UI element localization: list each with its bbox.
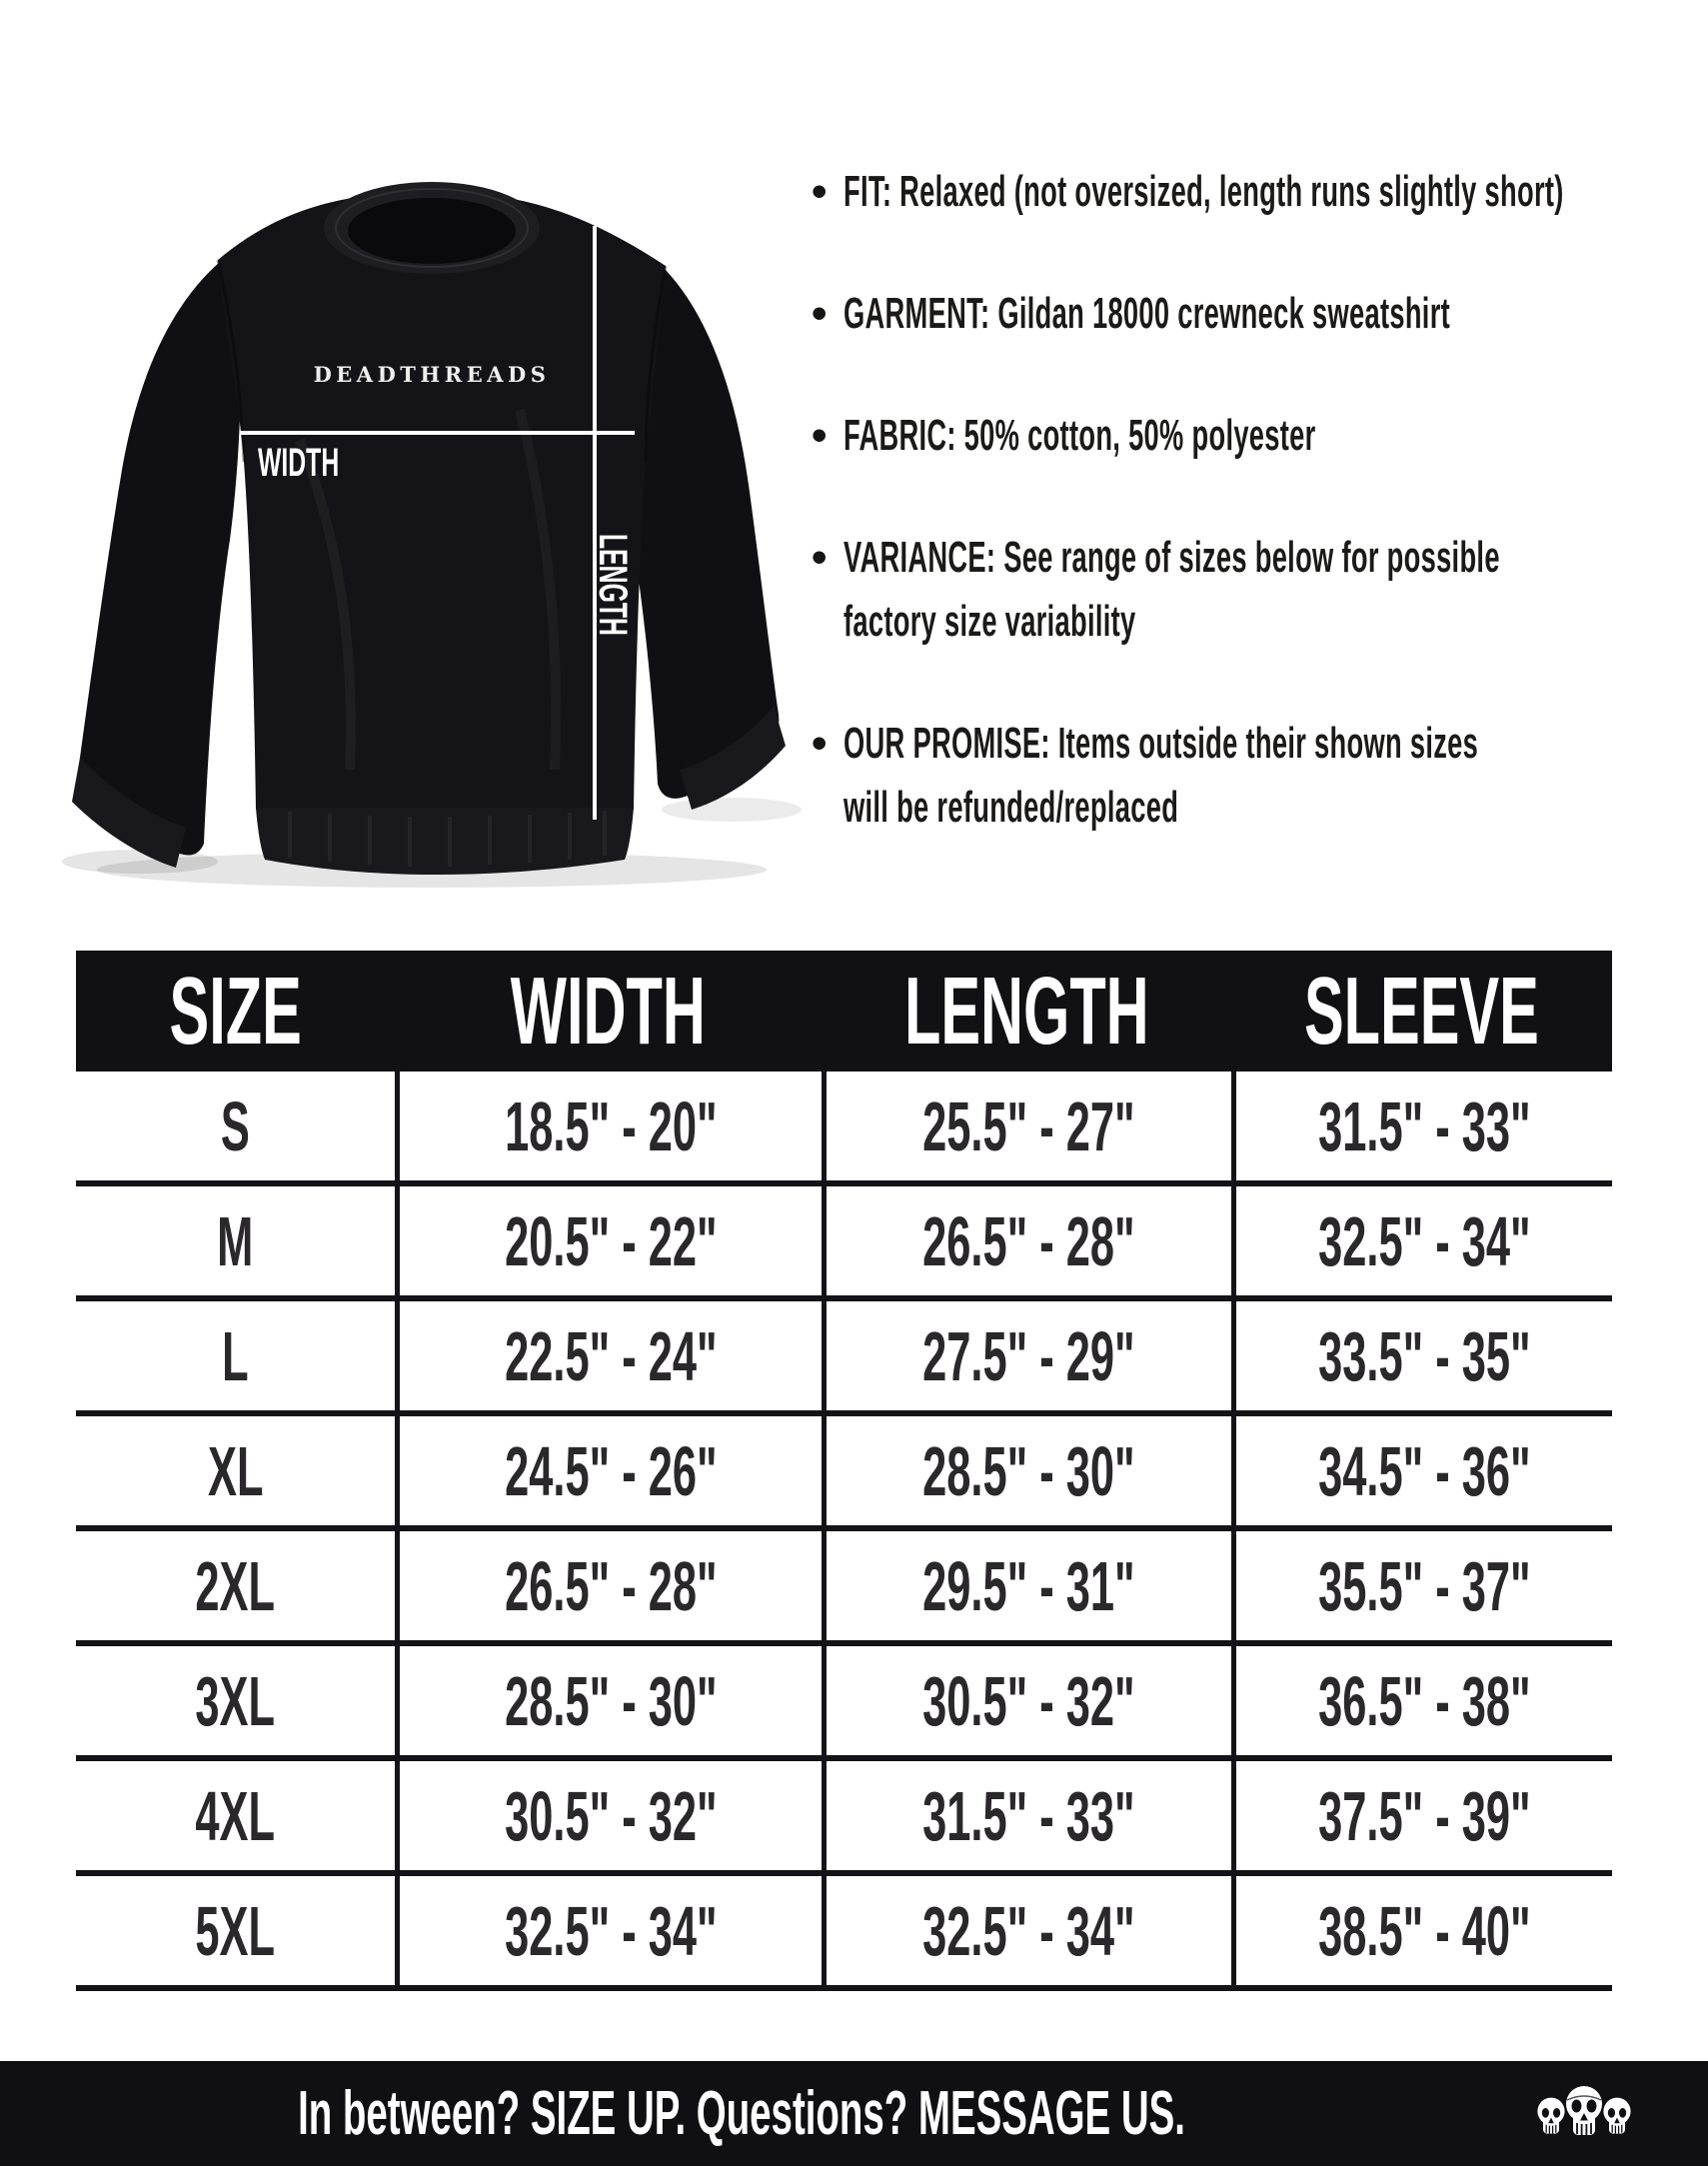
bullet-dot: •	[812, 533, 828, 582]
table-row-m: M 20.5" - 22" 26.5" - 28" 32.5" - 34"	[76, 1186, 1612, 1301]
fold-line	[295, 438, 356, 771]
cell-sleeve: 33.5" - 35"	[1231, 1301, 1612, 1410]
cell-length: 26.5" - 28"	[822, 1186, 1231, 1295]
bullet-variance-line1: VARIANCE: See range of sizes below for p…	[844, 533, 1500, 582]
bullet-promise: • OUR PROMISE: Items outside their shown…	[812, 712, 1701, 840]
bullet-fit-text: FIT: Relaxed (not oversized, length runs…	[844, 167, 1564, 216]
footer-message: In between? SIZE UP. Questions? MESSAGE …	[298, 2079, 1185, 2148]
cell-width: 24.5" - 26"	[395, 1416, 822, 1525]
bullet-promise-line1: OUR PROMISE: Items outside their shown s…	[844, 719, 1479, 768]
bullet-dot: •	[812, 289, 828, 338]
cell-size: L	[222, 1316, 249, 1395]
left-cuff	[72, 758, 186, 868]
bullet-fabric: • FABRIC: 50% cotton, 50% polyester	[812, 404, 1701, 468]
cell-width: 22.5" - 24"	[395, 1301, 822, 1410]
bullet-fit: • FIT: Relaxed (not oversized, length ru…	[812, 160, 1701, 224]
bullet-dot: •	[812, 167, 828, 216]
table-row-5xl: 5XL 32.5" - 34" 32.5" - 34" 38.5" - 40"	[76, 1876, 1612, 1991]
column-header-size: SIZE	[169, 957, 302, 1065]
left-sleeve	[79, 262, 241, 856]
collar-opening	[348, 198, 516, 264]
fold-line	[515, 408, 562, 771]
cell-width: 28.5" - 30"	[395, 1646, 822, 1755]
column-header-length: LENGTH	[903, 957, 1149, 1065]
cell-length: 32.5" - 34"	[822, 1876, 1231, 1985]
cell-size: XL	[207, 1431, 264, 1510]
cell-width: 18.5" - 20"	[395, 1072, 822, 1180]
brand-print-text: DEADTHREADS	[314, 362, 551, 387]
column-header-width: WIDTH	[510, 957, 707, 1065]
right-sleeve-seam	[644, 265, 668, 463]
collar-stitch	[335, 188, 529, 268]
table-row-s: S 18.5" - 20" 25.5" - 27" 31.5" - 33"	[76, 1072, 1612, 1186]
cell-sleeve: 34.5" - 36"	[1231, 1416, 1612, 1525]
cell-length: 25.5" - 27"	[822, 1072, 1231, 1180]
cell-size: S	[221, 1086, 250, 1165]
table-row-3xl: 3XL 28.5" - 30" 30.5" - 32" 36.5" - 38"	[76, 1646, 1612, 1761]
cell-sleeve: 32.5" - 34"	[1231, 1186, 1612, 1295]
cell-length: 28.5" - 30"	[822, 1416, 1231, 1525]
bullet-garment-text: GARMENT: Gildan 18000 crewneck sweatshir…	[844, 289, 1451, 338]
cell-length: 27.5" - 29"	[822, 1301, 1231, 1410]
cell-width: 26.5" - 28"	[395, 1531, 822, 1640]
right-cuff	[680, 706, 786, 810]
cell-width: 32.5" - 34"	[395, 1876, 822, 1985]
cell-size: 2XL	[195, 1546, 276, 1625]
cell-size: M	[217, 1201, 254, 1280]
bullet-dot: •	[812, 719, 828, 768]
table-row-xl: XL 24.5" - 26" 28.5" - 30" 34.5" - 36"	[76, 1416, 1612, 1531]
size-table-header: SIZE WIDTH LENGTH SLEEVE	[76, 951, 1612, 1072]
cell-length: 29.5" - 31"	[822, 1531, 1231, 1640]
cell-width: 20.5" - 22"	[395, 1186, 822, 1295]
table-row-4xl: 4XL 30.5" - 32" 31.5" - 33" 37.5" - 39"	[76, 1761, 1612, 1876]
bullet-variance: • VARIANCE: See range of sizes below for…	[812, 526, 1701, 654]
cuff-shadow-right	[662, 798, 802, 822]
cell-length: 31.5" - 33"	[822, 1761, 1231, 1870]
cell-length: 30.5" - 32"	[822, 1646, 1231, 1755]
width-measure-label: WIDTH	[258, 441, 339, 485]
table-row-l: L 22.5" - 24" 27.5" - 29" 33.5" - 35"	[76, 1301, 1612, 1416]
bullet-promise-line2: will be refunded/replaced	[844, 783, 1179, 832]
table-row-2xl: 2XL 26.5" - 28" 29.5" - 31" 35.5" - 37"	[76, 1531, 1612, 1646]
cell-sleeve: 38.5" - 40"	[1231, 1876, 1612, 1985]
garment-measurement-diagram: DEADTHREADS WIDTH LENGTH	[50, 110, 810, 900]
cell-size: 5XL	[195, 1891, 276, 1970]
cell-sleeve: 31.5" - 33"	[1231, 1072, 1612, 1180]
bullet-dot: •	[812, 411, 828, 460]
sweatshirt-body	[218, 192, 666, 810]
hem-band	[256, 808, 634, 875]
bullet-fabric-text: FABRIC: 50% cotton, 50% polyester	[844, 411, 1316, 460]
cell-width: 30.5" - 32"	[395, 1761, 822, 1870]
three-skulls-icon	[1537, 2084, 1631, 2137]
column-header-sleeve: SLEEVE	[1304, 957, 1539, 1065]
cell-sleeve: 35.5" - 37"	[1231, 1531, 1612, 1640]
cell-sleeve: 37.5" - 39"	[1231, 1761, 1612, 1870]
left-sleeve-seam	[216, 259, 246, 463]
cell-sleeve: 36.5" - 38"	[1231, 1646, 1612, 1755]
hem-ribbing	[288, 811, 607, 867]
footer-bar: In between? SIZE UP. Questions? MESSAGE …	[0, 2061, 1708, 2166]
sweatshirt-graphic: DEADTHREADS WIDTH LENGTH	[62, 182, 802, 888]
bullet-garment: • GARMENT: Gildan 18000 crewneck sweatsh…	[812, 282, 1701, 346]
spec-bullet-list: • FIT: Relaxed (not oversized, length ru…	[812, 160, 1701, 898]
cell-size: 3XL	[195, 1661, 276, 1740]
size-table: SIZE WIDTH LENGTH SLEEVE S 18.5" - 20" 2…	[76, 951, 1612, 1991]
bullet-variance-line2: factory size variability	[844, 597, 1136, 646]
length-measure-label: LENGTH	[590, 534, 634, 636]
right-sleeve	[617, 266, 780, 799]
cell-size: 4XL	[195, 1776, 276, 1855]
